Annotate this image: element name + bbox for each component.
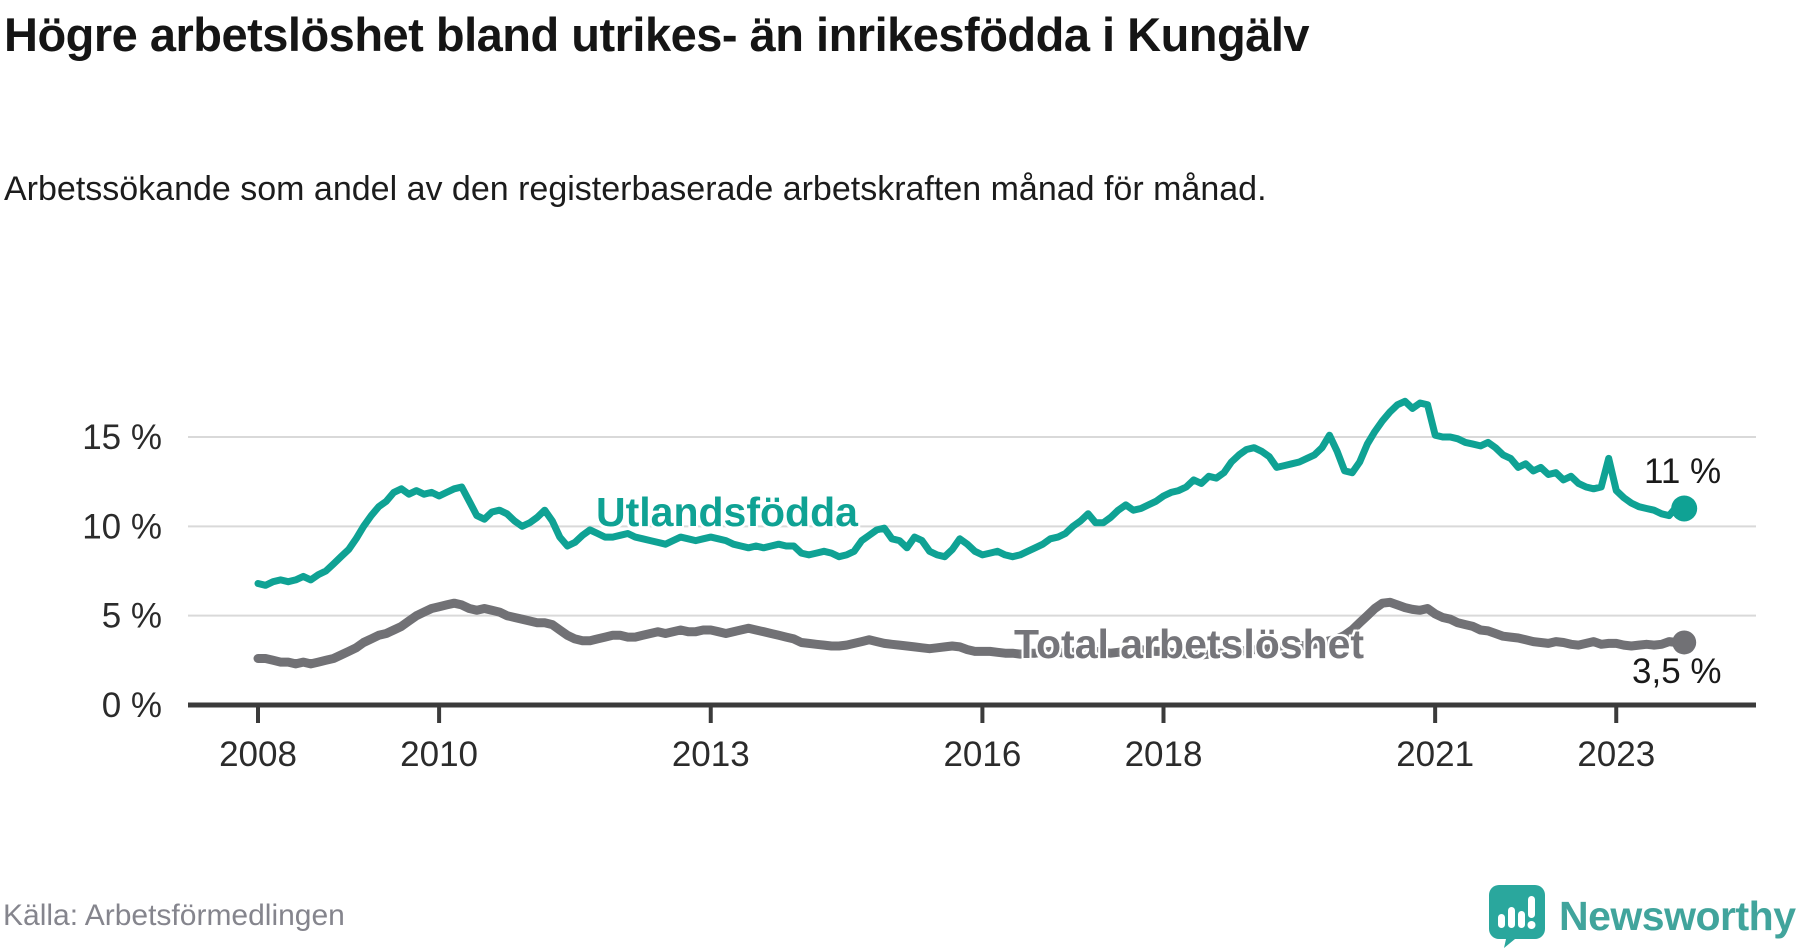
series-line-total xyxy=(253,597,1689,669)
y-axis-label-0: 0 % xyxy=(102,686,162,725)
series-end-dot-utlandsfodda xyxy=(1671,495,1698,522)
x-axis-label-2008: 2008 xyxy=(219,735,297,774)
page-subtitle: Arbetssökande som andel av den registerb… xyxy=(4,170,1267,208)
newsworthy-logo-icon xyxy=(1489,885,1545,948)
x-axis-label-2013: 2013 xyxy=(672,735,750,774)
x-axis-label-2016: 2016 xyxy=(943,735,1021,774)
x-axis-label-2021: 2021 xyxy=(1396,735,1474,774)
series-label-total-arbetsloshet: Total arbetslöshet xyxy=(1014,621,1365,667)
series-label-utlandsfodda: Utlandsfödda xyxy=(596,489,858,535)
newsworthy-logo: Newsworthy xyxy=(1489,885,1796,948)
series-end-dot-total xyxy=(1672,630,1697,655)
y-axis-label-15: 15 % xyxy=(82,418,162,457)
newsworthy-logo-text: Newsworthy xyxy=(1559,893,1796,939)
y-axis-label-5: 5 % xyxy=(102,597,162,636)
x-axis-label-2010: 2010 xyxy=(400,735,478,774)
x-axis-label-2018: 2018 xyxy=(1125,735,1203,774)
source-note: Källa: Arbetsförmedlingen xyxy=(3,899,345,932)
series-line-utlandsfodda xyxy=(254,397,1688,589)
y-axis-label-10: 10 % xyxy=(82,507,162,546)
x-axis-label-2023: 2023 xyxy=(1577,735,1655,774)
end-value-label-utlandsfodda: 11 % xyxy=(1644,452,1722,491)
end-value-label-total: 3,5 % xyxy=(1632,652,1722,691)
page-title: Högre arbetslöshet bland utrikes- än inr… xyxy=(4,8,1310,61)
